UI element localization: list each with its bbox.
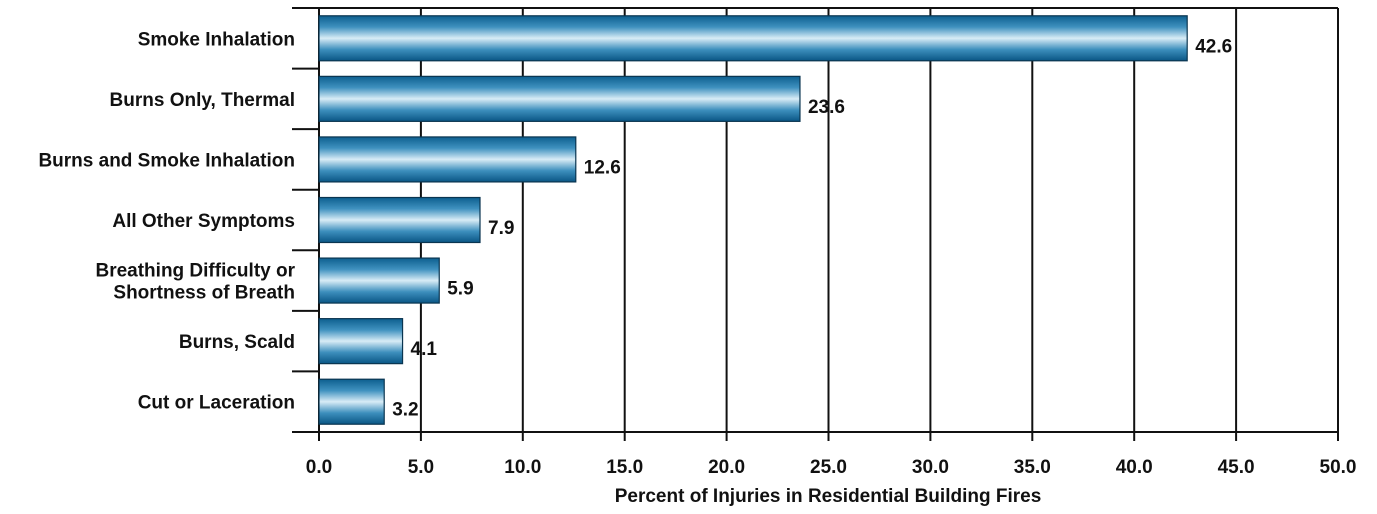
x-tick-label: 20.0 [708, 457, 745, 478]
bar [318, 15, 1188, 62]
x-tick-label: 30.0 [912, 457, 949, 478]
y-tick-label: Cut or Laceration [138, 393, 295, 414]
x-tick-label: 35.0 [1014, 457, 1051, 478]
x-tick-label: 40.0 [1116, 457, 1153, 478]
value-label: 3.2 [392, 400, 418, 421]
bar [318, 136, 577, 183]
y-tick-label: All Other Symptoms [112, 211, 295, 232]
x-axis-title: Percent of Injuries in Residential Build… [615, 486, 1042, 507]
bar [318, 257, 440, 304]
x-tick-label: 15.0 [606, 457, 643, 478]
x-tick-label: 10.0 [504, 457, 541, 478]
y-tick-label: Breathing Difficulty or Shortness of Brea… [95, 261, 295, 304]
value-label: 42.6 [1195, 36, 1232, 57]
bar [318, 318, 404, 365]
y-tick-label: Burns, Scald [179, 332, 295, 353]
value-label: 7.9 [488, 218, 514, 239]
y-tick-label: Smoke Inhalation [138, 29, 295, 50]
y-tick-label: Burns and Smoke Inhalation [38, 150, 295, 171]
value-label: 5.9 [447, 279, 473, 300]
x-tick-label: 5.0 [408, 457, 434, 478]
x-tick-label: 50.0 [1320, 457, 1357, 478]
bar [318, 196, 481, 244]
y-tick-label: Burns Only, Thermal [110, 90, 295, 111]
value-label: 12.6 [584, 157, 621, 178]
bar [318, 75, 801, 122]
value-label: 23.6 [808, 97, 845, 118]
value-label: 4.1 [411, 339, 438, 360]
x-tick-label: 45.0 [1218, 457, 1255, 478]
x-tick-label: 0.0 [306, 457, 332, 478]
bar [318, 378, 385, 425]
x-tick-label: 25.0 [810, 457, 847, 478]
